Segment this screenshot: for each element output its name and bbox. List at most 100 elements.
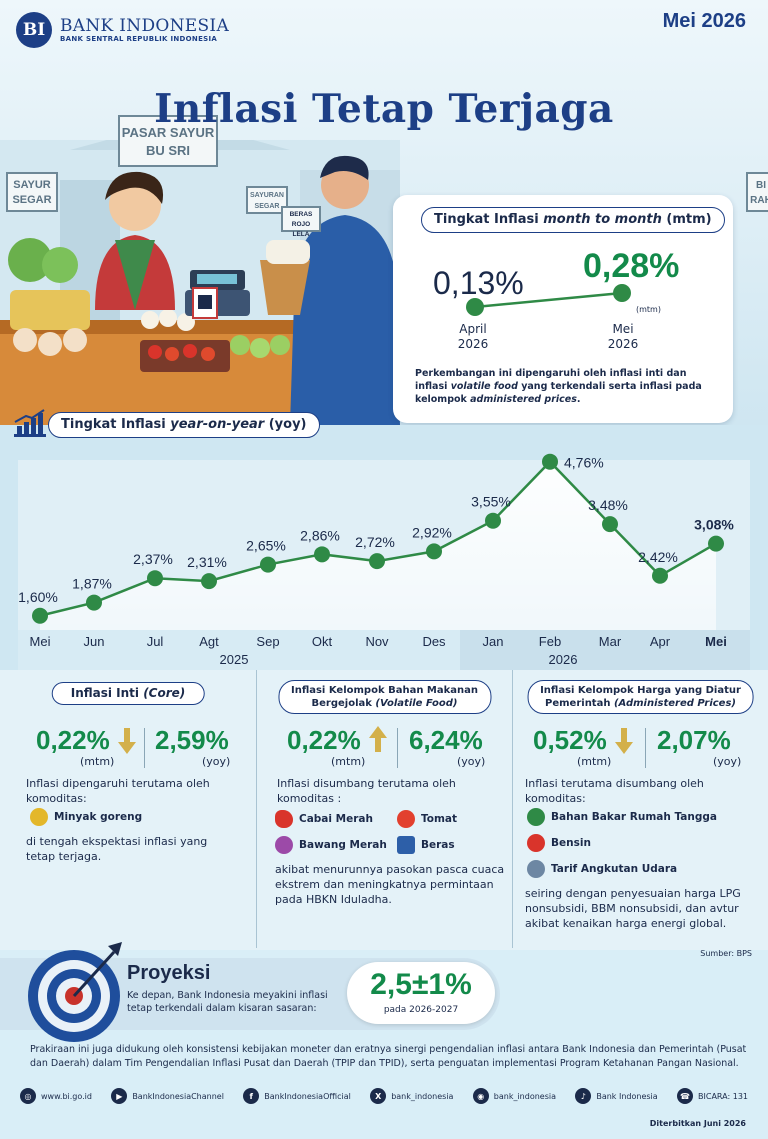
volatile-yoy-value: 6,24% <box>409 725 483 755</box>
commodity-minyak-goreng: Minyak goreng <box>30 808 142 826</box>
yoy-data-label-3: 2,31% <box>187 554 227 570</box>
shallot-icon <box>275 836 293 854</box>
yoy-x-tick-4: Sep <box>256 634 279 649</box>
card-title-administered: Inflasi Kelompok Harga yang Diatur Pemeri… <box>527 680 754 714</box>
commodity-tarif-angkutan: Tarif Angkutan Udara <box>527 860 677 878</box>
youtube-icon: ▶ <box>111 1088 128 1104</box>
yoy-point-5 <box>314 546 330 563</box>
chili-icon <box>275 810 293 828</box>
rice-icon <box>397 836 415 854</box>
yoy-data-label-0: 1,60% <box>18 589 58 605</box>
link-facebook[interactable]: f BankIndonesiaOfficial <box>243 1088 351 1104</box>
core-text-intro: Inflasi dipengaruhi terutama oleh komodi… <box>26 777 210 805</box>
yoy-x-tick-0: Mei <box>30 634 51 649</box>
yoy-point-9 <box>542 453 558 470</box>
yoy-x-tick-7: Des <box>422 634 446 649</box>
mtm-card: Tingkat Inflasi month to month (mtm) 0,1… <box>393 195 733 423</box>
yoy-x-tick-1: Jun <box>84 634 105 649</box>
mtm-description: Perkembangan ini dipengaruhi oleh inflas… <box>415 368 702 405</box>
arrow-down-icon <box>615 728 633 754</box>
yoy-x-tick-5: Okt <box>312 634 333 649</box>
yoy-x-tick-12: Mei <box>705 634 727 649</box>
card-title-volatile: Inflasi Kelompok Bahan Makanan Bergejolak… <box>277 680 492 714</box>
yoy-x-tick-9: Feb <box>539 634 561 649</box>
published-date: Diterbitkan Juni 2026 <box>649 1119 746 1128</box>
sign-pasar-sayur: PASAR SAYUR BU SRI <box>118 115 218 167</box>
commodity-beras: Beras <box>397 836 455 854</box>
bank-indonesia-logo[interactable]: BI BANK INDONESIA BANK SENTRAL REPUBLIK … <box>16 12 229 48</box>
link-bicara[interactable]: ☎ BICARA: 131 <box>677 1088 748 1104</box>
mtm-label-mei: Mei 2026 <box>607 322 639 351</box>
commodity-bensin: Bensin <box>527 834 591 852</box>
yoy-point-7 <box>426 543 442 560</box>
yoy-data-label-6: 2,72% <box>355 534 395 550</box>
sign-sayur-segar: SAYUR SEGAR <box>6 172 58 212</box>
mtm-point-april <box>466 298 484 316</box>
yoy-point-11 <box>652 567 668 584</box>
yoy-point-1 <box>86 594 102 611</box>
projection-target-pill: 2,5±1% pada 2026-2027 <box>347 962 495 1024</box>
market-illustration <box>0 140 400 425</box>
card-title-core: Inflasi Inti (Core) <box>51 682 205 705</box>
year-label-2025: 2025 <box>220 652 249 667</box>
mtm-value-april: 0,13% <box>433 265 524 301</box>
yoy-data-label-10: 3,48% <box>588 497 628 513</box>
cooking-oil-icon <box>30 808 48 826</box>
tomato-icon <box>397 810 415 828</box>
fuel-pump-icon <box>527 834 545 852</box>
airplane-icon <box>527 860 545 878</box>
yoy-point-4 <box>260 556 276 573</box>
yoy-data-label-1: 1,87% <box>72 576 112 592</box>
yoy-point-2 <box>147 570 163 587</box>
x-icon: X <box>370 1088 387 1104</box>
projection-title: Proyeksi <box>127 962 211 984</box>
card-administered-prices: Inflasi Kelompok Harga yang Diatur Pemeri… <box>512 670 768 948</box>
mtm-unit: (mtm) <box>636 305 661 314</box>
globe-icon: ◎ <box>20 1088 36 1104</box>
projection-text: Ke depan, Bank Indonesia meyakini inflas… <box>127 990 328 1014</box>
yoy-x-tick-3: Agt <box>199 634 219 649</box>
data-source: Sumber: BPS <box>700 949 752 958</box>
projection-period: pada 2026-2027 <box>383 1005 459 1015</box>
main-title: Inflasi Tetap Terjaga <box>154 86 614 132</box>
commodity-cabai-merah: Cabai Merah <box>275 810 373 828</box>
core-yoy-unit: (yoy) <box>202 755 231 768</box>
arrow-down-icon <box>118 728 136 754</box>
yoy-data-label-9: 4,76% <box>564 455 604 471</box>
link-website[interactable]: ◎ www.bi.go.id <box>20 1088 92 1104</box>
core-text-outro: di tengah ekspektasi inflasi yang tetap … <box>26 835 208 863</box>
yoy-x-tick-8: Jan <box>483 634 504 649</box>
lpg-gas-icon <box>527 808 545 826</box>
yoy-point-3 <box>201 573 217 590</box>
yoy-data-label-4: 2,65% <box>246 538 286 554</box>
administered-mtm-unit: (mtm) <box>577 755 612 768</box>
yoy-x-tick-10: Mar <box>599 634 622 649</box>
mtm-value-mei: 0,28% <box>583 247 680 285</box>
card-volatile-food: Inflasi Kelompok Bahan Makanan Bergejolak… <box>256 670 512 948</box>
commodity-bahan-bakar: Bahan Bakar Rumah Tangga <box>527 808 717 826</box>
yoy-data-label-12: 3,08% <box>694 517 734 533</box>
logo-name: BANK INDONESIA <box>60 16 230 36</box>
core-yoy-value: 2,59% <box>155 725 229 755</box>
volatile-mtm-unit: (mtm) <box>331 755 366 768</box>
link-youtube[interactable]: ▶ BankIndonesiaChannel <box>111 1088 224 1104</box>
yoy-point-6 <box>369 553 385 570</box>
volatile-yoy-unit: (yoy) <box>457 755 486 768</box>
tiktok-icon: ♪ <box>575 1088 592 1104</box>
card-core-inflation: Inflasi Inti (Core) 0,22% (mtm) 2,59% (y… <box>0 670 256 948</box>
hero-section: PASAR SAYUR BU SRI SAYUR SEGAR SAYURAN SEGA… <box>0 0 768 425</box>
administered-mtm-value: 0,52% <box>533 725 607 755</box>
yoy-data-label-7: 2,92% <box>412 524 452 540</box>
social-footer: ◎ www.bi.go.id ▶ BankIndonesiaChannel f Ban… <box>20 1085 748 1107</box>
link-tiktok[interactable]: ♪ Bank Indonesia <box>575 1088 658 1104</box>
yoy-title: Tingkat Inflasi year-on-year (yoy) <box>48 412 320 438</box>
divider <box>645 728 646 768</box>
administered-text-outro: seiring dengan penyesuaian harga LPG non… <box>525 887 741 930</box>
sign-bi-right: BIRAH <box>746 172 768 212</box>
component-cards: Inflasi Inti (Core) 0,22% (mtm) 2,59% (y… <box>0 670 768 950</box>
link-instagram[interactable]: ◉ bank_indonesia <box>472 1088 556 1104</box>
administered-text-intro: Inflasi terutama disumbang oleh komodita… <box>525 777 704 805</box>
core-mtm-unit: (mtm) <box>80 755 115 768</box>
projection-value: 2,5±1% <box>370 968 472 1001</box>
